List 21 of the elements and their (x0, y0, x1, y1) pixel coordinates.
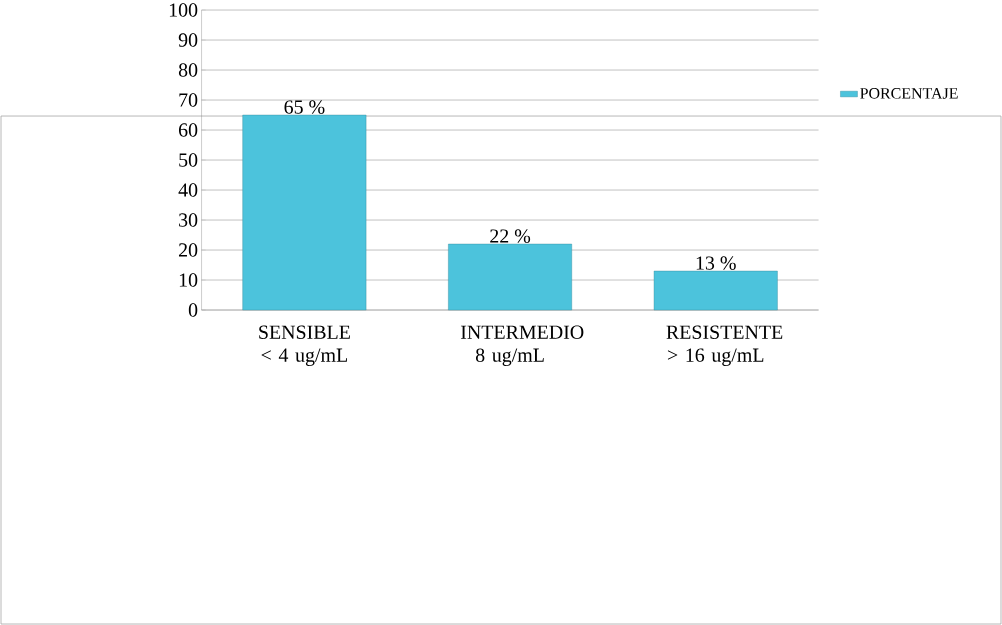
y-tick-label: 0 (188, 303, 198, 317)
data-label: 13 % (696, 256, 736, 270)
x-tick-label: INTERMEDIO 8 ug/mL (460, 325, 584, 366)
bar (653, 270, 778, 311)
x-tick-label: SENSIBLE < 4 ug/mL (259, 325, 350, 366)
bar (448, 243, 572, 311)
y-tick-label: 70 (179, 93, 198, 107)
data-label: 65 % (284, 100, 325, 114)
data-label: 22 % (490, 229, 531, 243)
y-tick-label: 80 (178, 63, 198, 77)
legend-label: PORCENTAJE (860, 88, 958, 99)
y-tick-label: 30 (179, 213, 198, 227)
y-tick-label: 50 (179, 153, 198, 167)
y-tick-label: 40 (178, 183, 198, 197)
y-tick-label: 60 (178, 123, 198, 137)
y-tick-label: 10 (179, 273, 198, 287)
y-tick-label: 100 (169, 3, 198, 17)
y-tick-label: 20 (178, 243, 198, 257)
bar (242, 114, 367, 311)
x-tick-label: RESISTENTE > 16 ug/mL (666, 325, 783, 366)
y-tick-label: 90 (178, 33, 198, 47)
